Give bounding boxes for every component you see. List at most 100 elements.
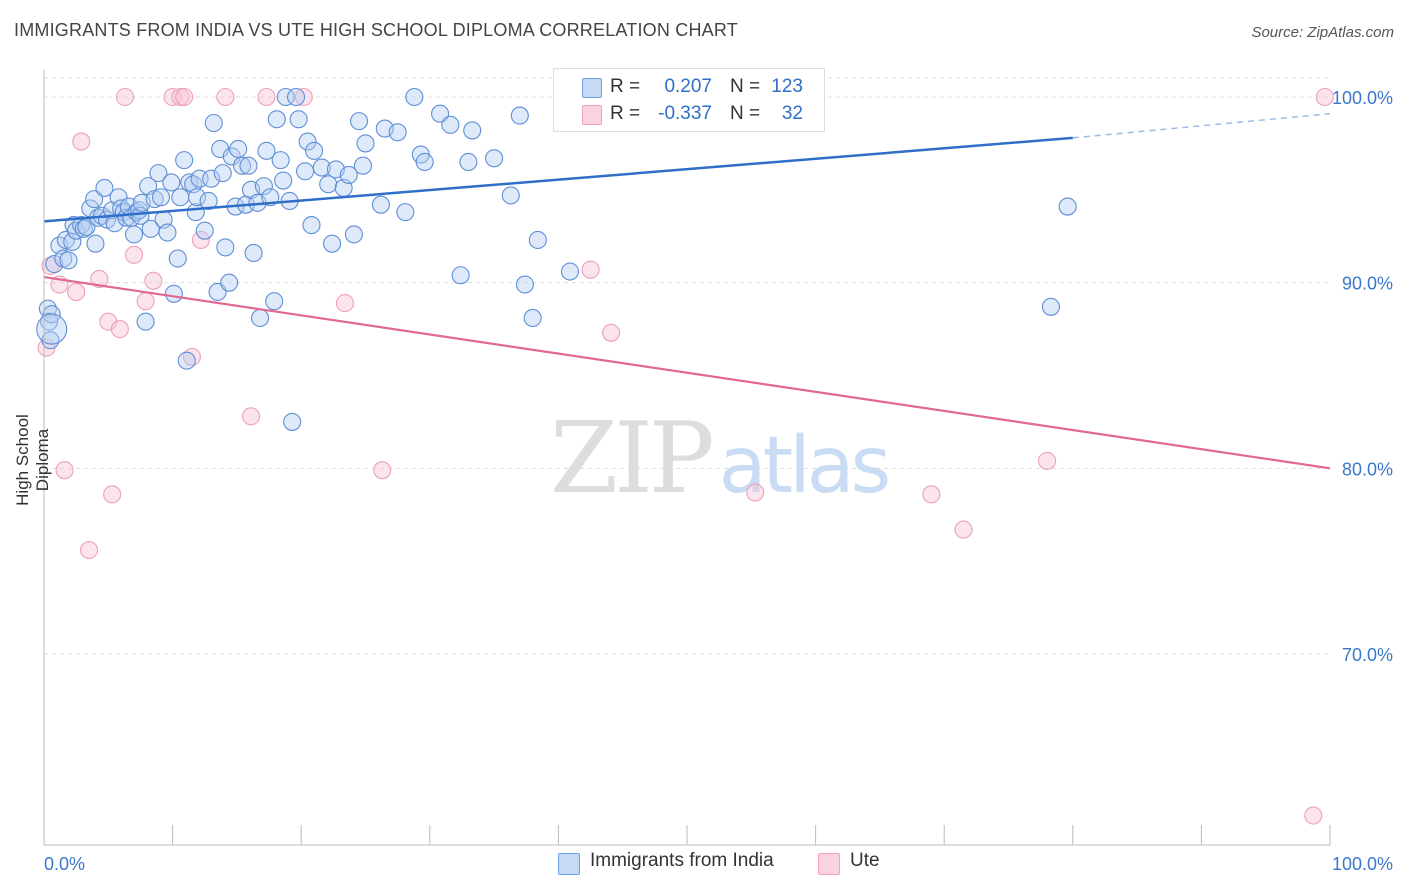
data-point [72,132,91,151]
data-point [560,262,580,281]
data-point [222,147,241,166]
data-point [56,230,75,250]
data-point [136,292,155,311]
data-point [294,87,313,107]
legend-swatch-ute [582,105,602,125]
data-point [244,243,263,263]
data-point [922,485,941,504]
data-point [229,139,248,159]
data-point [191,230,210,250]
data-point [344,225,363,244]
data-point [289,110,308,129]
legend-n-label: N = [730,103,761,124]
tick-labels: 70.0% 80.0% 90.0% 100.0% 0.0% 100.0% [44,88,1393,874]
data-point [241,407,261,426]
data-point [124,245,144,264]
legend-n-value-ute: 32 [781,103,803,124]
data-point [175,151,194,170]
data-point [441,115,460,134]
data-point [187,188,207,207]
data-point [204,113,223,133]
x-tick-label: 0.0% [44,854,85,874]
legend-r-value-india: 0.207 [664,76,712,97]
data-point [485,149,504,168]
data-point [305,141,324,160]
watermark-zip: ZIP [550,402,712,516]
data-point [168,249,187,268]
data-point [45,255,64,274]
data-point [1038,451,1057,470]
data-point [67,282,86,302]
legend-row-india: R = 0.207 N = 123 [554,74,824,100]
data-point [287,87,306,107]
series-legend: Immigrants from India Ute [0,850,1406,878]
data-point [350,112,369,131]
legend-swatch-india [582,78,602,98]
data-point [451,266,470,285]
data-point [296,162,315,181]
data-point [95,178,114,198]
data-point [353,156,372,175]
y-tick-label: 70.0% [1342,645,1393,665]
data-point [151,188,171,207]
data-point [216,238,235,257]
data-point [510,106,529,125]
data-point [528,230,547,250]
data-point [220,273,239,292]
data-point [131,206,150,225]
data-point [199,191,218,211]
data-point [271,151,290,170]
data-point [746,483,765,502]
data-point [145,190,164,209]
data-point [267,110,286,129]
series-legend-label-india: Immigrants from India [590,850,774,871]
data-point [257,141,276,160]
data-point [195,221,214,240]
legend-r-value-ute: -0.337 [658,103,712,124]
data-point [86,234,105,253]
data-point [216,87,235,107]
data-point [239,156,258,175]
data-point [356,134,375,153]
data-point [335,294,354,313]
data-point [323,234,342,253]
chart-title: IMMIGRANTS FROM INDIA VS UTE HIGH SCHOOL… [14,20,738,40]
data-point [1058,197,1077,216]
data-point [319,175,338,194]
data-point [74,219,93,238]
y-axis-label: High School Diploma [13,414,52,506]
data-point [171,87,190,107]
series-legend-label-ute: Ute [850,850,880,871]
data-point [1304,806,1323,825]
y-tick-label: 90.0% [1342,274,1393,294]
data-point [298,132,317,151]
data-point [339,165,358,185]
trend-line-india-extension [1072,112,1331,139]
trend-lines [43,112,1331,470]
india-points [36,87,1077,431]
data-point [144,271,163,290]
data-point [90,269,109,289]
trend-line-ute [43,276,1331,470]
y-tick-label: 100.0% [1332,88,1393,108]
watermark-atlas: atlas [719,421,888,511]
trend-line-india [43,136,1073,223]
data-point [149,164,168,183]
data-point [213,164,232,183]
data-point [177,351,196,370]
data-point [250,308,270,327]
data-point [459,152,478,172]
data-point [36,313,68,345]
source-credit: Source: ZipAtlas.com [1251,24,1394,41]
data-point [274,171,293,190]
data-point [162,173,181,192]
data-point [312,158,331,177]
data-point [115,87,135,107]
data-point [602,323,621,342]
data-point [124,225,144,244]
data-point [405,87,424,107]
series-legend-swatch-ute [818,853,840,875]
data-point [302,216,321,235]
data-point [463,121,482,140]
data-point [1315,87,1334,107]
